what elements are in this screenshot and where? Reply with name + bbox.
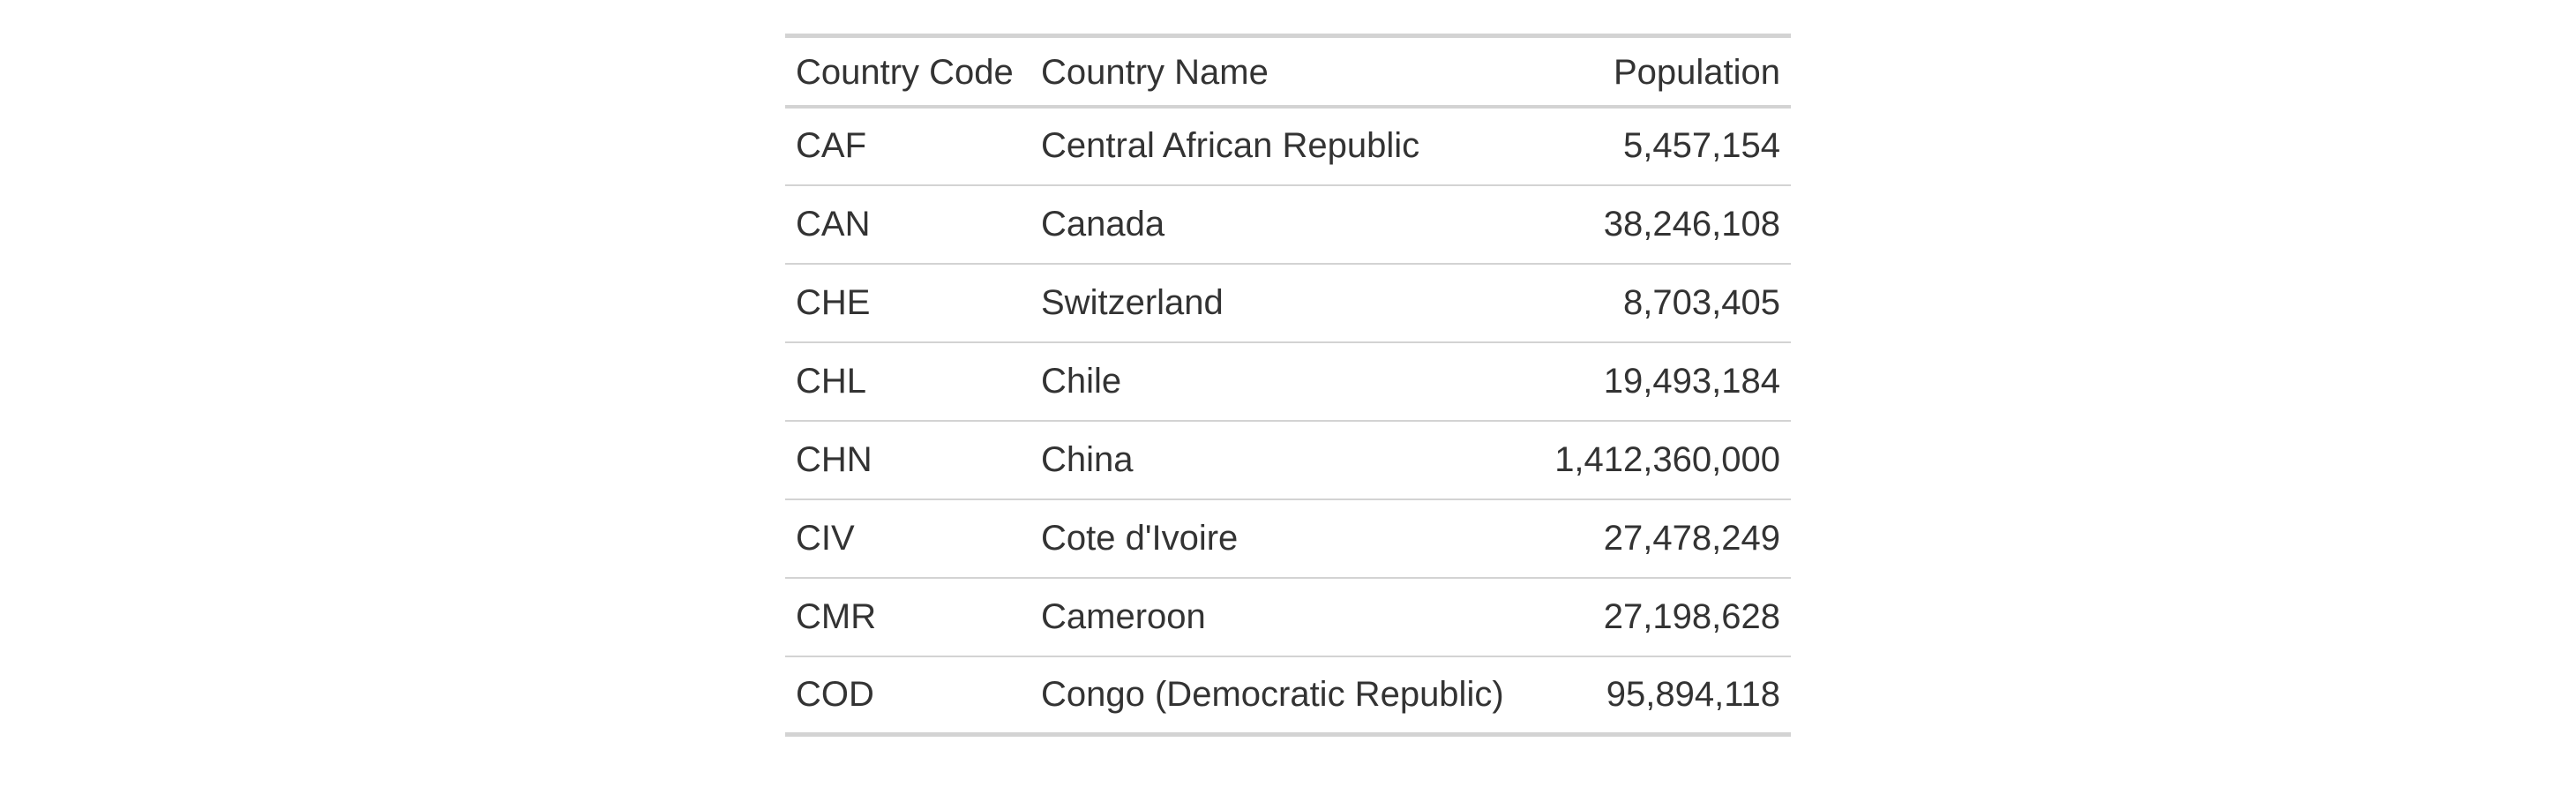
cell-country-code: CMR xyxy=(796,596,877,636)
population-table: Country Code Country Name Population CAF… xyxy=(785,34,1791,737)
cell-country-name: Cote d'Ivoire xyxy=(1041,518,1239,558)
cell-population: 27,198,628 xyxy=(1603,596,1780,636)
cell-population: 95,894,118 xyxy=(1606,674,1780,714)
cell-population: 1,412,360,000 xyxy=(1554,439,1780,479)
cell-country-name: Cameroon xyxy=(1041,596,1206,636)
table-row: CHN China 1,412,360,000 xyxy=(785,421,1791,499)
cell-population: 19,493,184 xyxy=(1603,361,1780,401)
cell-country-code: CHL xyxy=(796,361,867,401)
cell-population: 38,246,108 xyxy=(1603,204,1780,244)
table-row: CHE Switzerland 8,703,405 xyxy=(785,264,1791,342)
table-row: CHL Chile 19,493,184 xyxy=(785,342,1791,421)
cell-country-code: COD xyxy=(796,674,874,714)
table-row: CAF Central African Republic 5,457,154 xyxy=(785,107,1791,185)
cell-population: 5,457,154 xyxy=(1623,126,1780,165)
cell-country-code: CAF xyxy=(796,126,866,165)
table-header: Country Code Country Name Population xyxy=(785,36,1791,107)
cell-country-code: CHN xyxy=(796,439,872,479)
cell-country-code: CIV xyxy=(796,518,855,558)
cell-population: 8,703,405 xyxy=(1623,282,1780,322)
cell-country-name: Central African Republic xyxy=(1041,126,1420,165)
cell-country-name: Switzerland xyxy=(1041,282,1224,322)
cell-country-name: Canada xyxy=(1041,204,1165,244)
table-row: CMR Cameroon 27,198,628 xyxy=(785,578,1791,656)
table-row: CAN Canada 38,246,108 xyxy=(785,185,1791,264)
cell-population: 27,478,249 xyxy=(1603,518,1780,558)
cell-country-name: China xyxy=(1041,439,1134,479)
column-header-country-name: Country Name xyxy=(1041,53,1269,93)
column-header-population: Population xyxy=(1613,53,1780,93)
column-header-country-code: Country Code xyxy=(796,53,1014,93)
table-row: CIV Cote d'Ivoire 27,478,249 xyxy=(785,499,1791,578)
table-row: COD Congo (Democratic Republic) 95,894,1… xyxy=(785,656,1791,735)
cell-country-code: CAN xyxy=(796,204,871,244)
cell-country-name: Congo (Democratic Republic) xyxy=(1041,674,1504,714)
cell-country-code: CHE xyxy=(796,282,871,322)
table-body: CAF Central African Republic 5,457,154 C… xyxy=(785,107,1791,735)
population-table-container: Country Code Country Name Population CAF… xyxy=(785,34,1791,737)
header-row: Country Code Country Name Population xyxy=(785,36,1791,107)
cell-country-name: Chile xyxy=(1041,361,1122,401)
